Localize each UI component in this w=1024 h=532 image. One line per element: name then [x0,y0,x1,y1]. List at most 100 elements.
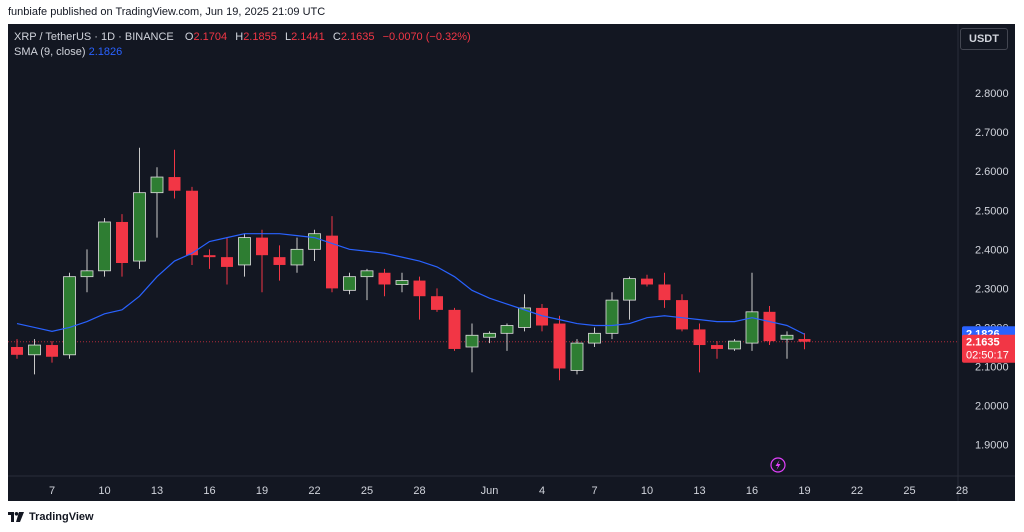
open-value: 2.1704 [193,31,228,43]
candle-up[interactable] [728,340,741,350]
x-tick-label: 10 [641,485,653,497]
candle-up[interactable] [63,276,76,356]
candle-down[interactable] [221,257,233,267]
sma-value: 2.1826 [88,46,123,58]
x-tick-label: 22 [308,485,320,497]
y-tick-label: 2.1000 [975,362,1009,374]
lightning-bolt-glyph [775,460,781,470]
x-tick-label: 4 [539,485,545,497]
low-value: 2.1441 [291,31,325,43]
y-tick-label: 2.5000 [975,205,1009,217]
candle-up[interactable] [308,233,321,250]
open-label: O [184,31,194,43]
close-label: C [332,31,341,43]
y-tick-label: 2.4000 [975,244,1009,256]
candle-down[interactable] [553,323,566,369]
chart-panel[interactable]: 2.80002.70002.60002.50002.40002.30002.20… [8,24,1015,501]
x-tick-label: 16 [203,485,215,497]
legend-sma-row[interactable]: SMA (9, close) 2.1826 [14,45,471,60]
current-price-label: 2.1635 [966,337,1000,349]
candle-down[interactable] [676,300,688,330]
legend-ohlc-row: XRP / TetherUS · 1D · BINANCE O2.1704 H2… [14,30,471,45]
candle-up[interactable] [465,334,479,348]
price-chart[interactable]: 2.80002.70002.60002.50002.40002.30002.20… [8,24,1015,501]
candle-up[interactable] [28,344,41,356]
candle-up[interactable] [98,221,111,272]
candle-down[interactable] [168,177,181,191]
candle-up[interactable] [483,332,496,338]
lightning-icon[interactable] [770,457,786,473]
current-price-tag [962,334,1015,363]
candle-up[interactable] [150,176,164,194]
x-tick-label: 7 [591,485,597,497]
x-tick-label: 22 [851,485,863,497]
candle-up[interactable] [238,237,251,266]
candle-down[interactable] [711,345,723,349]
low-label: L [284,31,292,43]
candle-down[interactable] [203,255,216,258]
x-tick-label: Jun [481,485,499,497]
candle-down[interactable] [256,237,268,256]
candle-up[interactable] [570,342,584,371]
candle-down[interactable] [326,235,338,289]
candle-up[interactable] [518,307,531,328]
candle-up[interactable] [605,299,619,334]
y-tick-label: 2.0000 [975,401,1009,413]
tradingview-logo[interactable]: TradingView [8,511,94,523]
candle-down[interactable] [186,190,198,256]
candle-down[interactable] [658,284,671,301]
y-tick-label: 2.8000 [975,88,1009,100]
candle-down[interactable] [46,345,58,357]
candle-down[interactable] [763,311,776,342]
high-label: H [235,31,244,43]
candle-up[interactable] [395,280,409,285]
symbol-label[interactable]: XRP / TetherUS · 1D · BINANCE [14,31,174,43]
candle-up[interactable] [500,325,514,334]
close-value: 2.1635 [340,31,375,43]
x-tick-label: 28 [413,485,425,497]
candle-up[interactable] [623,278,636,301]
tradingview-logo-icon [8,511,24,522]
candle-up[interactable] [80,270,94,278]
y-tick-label: 2.7000 [975,127,1009,139]
y-tick-label: 2.3000 [975,283,1009,295]
candle-up[interactable] [343,276,356,291]
candle-down[interactable] [413,280,426,297]
candle-up[interactable] [745,311,759,344]
candle-down[interactable] [378,272,391,285]
x-tick-label: 16 [746,485,758,497]
candle-down[interactable] [693,329,706,346]
x-tick-label: 19 [798,485,810,497]
candle-down[interactable] [798,339,811,342]
countdown-label: 02:50:17 [966,350,1009,362]
candle-down[interactable] [273,257,286,265]
published-text: funbiafe published on TradingView.com, J… [8,6,326,18]
candle-up[interactable] [360,270,374,278]
published-caption: funbiafe published on TradingView.com, J… [0,0,1024,24]
candle-down[interactable] [641,278,653,285]
x-tick-label: 13 [693,485,705,497]
candle-up[interactable] [780,334,794,340]
candle-down[interactable] [11,346,23,355]
sma-line[interactable] [16,233,805,335]
y-tick-label: 2.6000 [975,166,1009,178]
x-tick-label: 25 [903,485,915,497]
x-tick-label: 19 [256,485,268,497]
sma-label: SMA (9, close) [14,46,86,58]
chart-legend: XRP / TetherUS · 1D · BINANCE O2.1704 H2… [14,30,471,60]
candle-up[interactable] [588,332,601,344]
candle-down[interactable] [431,296,443,310]
y-tick-label: 1.9000 [975,440,1009,452]
change-value: −0.0070 (−0.32%) [382,31,471,43]
x-tick-label: 10 [98,485,110,497]
candle-up[interactable] [290,248,304,266]
candle-up[interactable] [133,192,146,262]
currency-button[interactable]: USDT [960,28,1008,50]
footer-bar: TradingView [0,501,1024,532]
candle-down[interactable] [116,221,128,263]
candle-down[interactable] [448,309,461,349]
x-tick-label: 28 [956,485,968,497]
candle-down[interactable] [536,307,548,326]
high-value: 2.1855 [243,31,277,43]
x-tick-label: 25 [361,485,373,497]
